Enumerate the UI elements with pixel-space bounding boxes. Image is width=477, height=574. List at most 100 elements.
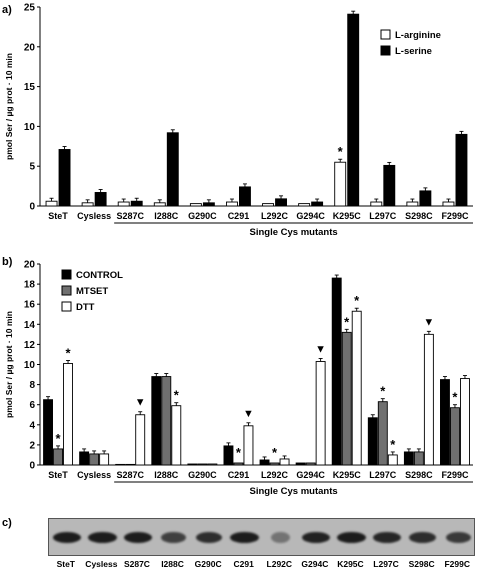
x-axis-label: Single Cys mutants xyxy=(249,227,337,238)
category-label-l292c: L292C xyxy=(261,211,289,221)
bar-l-arginine-l297c xyxy=(370,201,383,207)
category-label-s287c: S287C xyxy=(116,470,144,480)
bar-mtset-l297c xyxy=(377,401,388,466)
bar-control-k295c xyxy=(331,277,342,466)
y-axis-label: pmol Ser / µg prot · 10 min xyxy=(4,53,14,160)
y-tick-label: 10 xyxy=(24,360,36,371)
category-label-g290c: G290C xyxy=(188,211,217,221)
bar-l-serine-f299c xyxy=(455,133,468,207)
annotation-marker: ▼ xyxy=(423,316,434,328)
category-label-s287c: S287C xyxy=(116,211,144,221)
blot-lane-label-s298c: S298C xyxy=(408,559,435,569)
bar-l-serine-s298c xyxy=(419,190,432,207)
category-label-f299c: F299C xyxy=(441,211,469,221)
bar-l-serine-l297c xyxy=(383,164,396,207)
annotation-marker: * xyxy=(338,144,344,159)
blot-lane-label-c291: C291 xyxy=(233,559,254,569)
blot-band-l297c xyxy=(373,532,401,543)
category-label-g294c: G294C xyxy=(296,211,325,221)
panel-label-b: b) xyxy=(2,256,13,268)
blot-band-g294c xyxy=(301,532,330,543)
bar-control-s298c xyxy=(403,451,414,466)
panel-label-a: a) xyxy=(2,4,12,16)
category-label-stet: SteT xyxy=(48,211,68,221)
chart-a: 0 5 10 15 20 25 pmol Ser / µg prot · 10 min Ste… xyxy=(4,3,473,238)
bar-dtt-k295c xyxy=(351,310,362,466)
annotation-marker: * xyxy=(344,314,350,329)
bar-control-l292c xyxy=(259,459,270,466)
y-tick-label: 0 xyxy=(29,202,35,213)
annotation-marker: * xyxy=(272,445,278,460)
category-label-k295c: K295C xyxy=(333,211,362,221)
annotation-marker: * xyxy=(452,390,458,405)
blot-lane-label-f299c: F299C xyxy=(444,559,470,569)
bar-l-serine-s287c xyxy=(130,200,143,207)
bar-mtset-g294c xyxy=(305,462,316,466)
bar-l-serine-l292c xyxy=(275,198,287,207)
legend-swatch-mtset xyxy=(61,285,72,296)
bar-l-arginine-c291 xyxy=(226,201,238,207)
bar-mtset-i288c xyxy=(161,376,172,466)
bar-dtt-s298c xyxy=(423,333,434,466)
bar-l-arginine-l292c xyxy=(262,203,274,207)
blot-band-s287c xyxy=(123,532,153,543)
bar-dtt-g294c xyxy=(315,361,326,466)
category-label-c291: C291 xyxy=(228,211,250,221)
bar-l-serine-cysless xyxy=(94,192,107,207)
legend-swatch-l-arginine xyxy=(380,29,391,40)
blot-lane-label-stet: SteT xyxy=(56,559,75,569)
bar-control-s287c xyxy=(115,463,126,466)
y-tick-label: 8 xyxy=(29,380,35,391)
bar-l-arginine-g294c xyxy=(298,203,311,207)
bar-l-serine-c291 xyxy=(239,186,251,207)
category-label-l297c: L297C xyxy=(369,211,397,221)
blot-lane-label-l292c: L292C xyxy=(266,559,293,569)
bar-dtt-s287c xyxy=(135,414,146,466)
bar-mtset-g290c xyxy=(197,463,208,466)
chart-b: 0 2 4 6 8 10 12 14 16 18 20 pmol Ser / µg prot · 10… xyxy=(4,260,473,497)
x-axis-label: Single Cys mutants xyxy=(249,486,337,497)
legend-label-l-serine: L-serine xyxy=(395,46,432,57)
legend-label-dtt: DTT xyxy=(76,302,95,313)
bar-dtt-g290c xyxy=(207,463,218,466)
category-label-g294c: G294C xyxy=(296,470,325,480)
bar-mtset-l292c xyxy=(269,462,280,466)
annotation-marker: * xyxy=(174,388,180,403)
bar-l-arginine-s287c xyxy=(117,201,130,207)
annotation-marker: * xyxy=(56,431,62,446)
category-label-s298c: S298C xyxy=(405,470,433,480)
legend-label-control: CONTROL xyxy=(76,270,123,281)
bar-l-serine-g294c xyxy=(311,201,324,207)
y-tick-label: 2 xyxy=(29,440,35,451)
legend-swatch-control xyxy=(61,269,72,280)
legend-swatch-dtt xyxy=(61,301,72,312)
legend-label-mtset: MTSET xyxy=(76,286,108,297)
y-tick-label: 20 xyxy=(24,260,36,271)
y-tick-label: 16 xyxy=(24,300,36,311)
panel-label-c: c) xyxy=(2,517,12,529)
bar-l-arginine-i288c xyxy=(153,202,166,207)
bar-dtt-l292c xyxy=(279,458,290,466)
western-blot xyxy=(48,518,475,556)
blot-band-k295c xyxy=(337,532,366,543)
bar-l-arginine-f299c xyxy=(442,201,455,207)
blot-lane-label-g294c: G294C xyxy=(301,559,329,569)
y-tick-label: 18 xyxy=(24,280,36,291)
annotation-marker: * xyxy=(236,445,242,460)
blot-lane-label-k295c: K295C xyxy=(337,559,364,569)
category-label-c291: C291 xyxy=(228,470,250,480)
bar-mtset-c291 xyxy=(233,462,244,466)
bar-control-f299c xyxy=(440,379,450,466)
bar-l-serine-stet xyxy=(58,149,71,207)
bar-l-arginine-g290c xyxy=(189,203,202,207)
blot-band-cysless xyxy=(88,532,117,543)
bar-mtset-cysless xyxy=(89,453,100,466)
annotation-marker: * xyxy=(66,345,72,360)
blot-band-f299c xyxy=(445,532,471,543)
bar-mtset-k295c xyxy=(341,331,352,466)
blot-lane-label-s287c: S287C xyxy=(123,559,150,569)
category-label-g290c: G290C xyxy=(188,470,217,480)
bar-mtset-f299c xyxy=(450,407,460,466)
bar-l-arginine-k295c xyxy=(334,161,347,207)
bar-dtt-f299c xyxy=(460,378,470,466)
